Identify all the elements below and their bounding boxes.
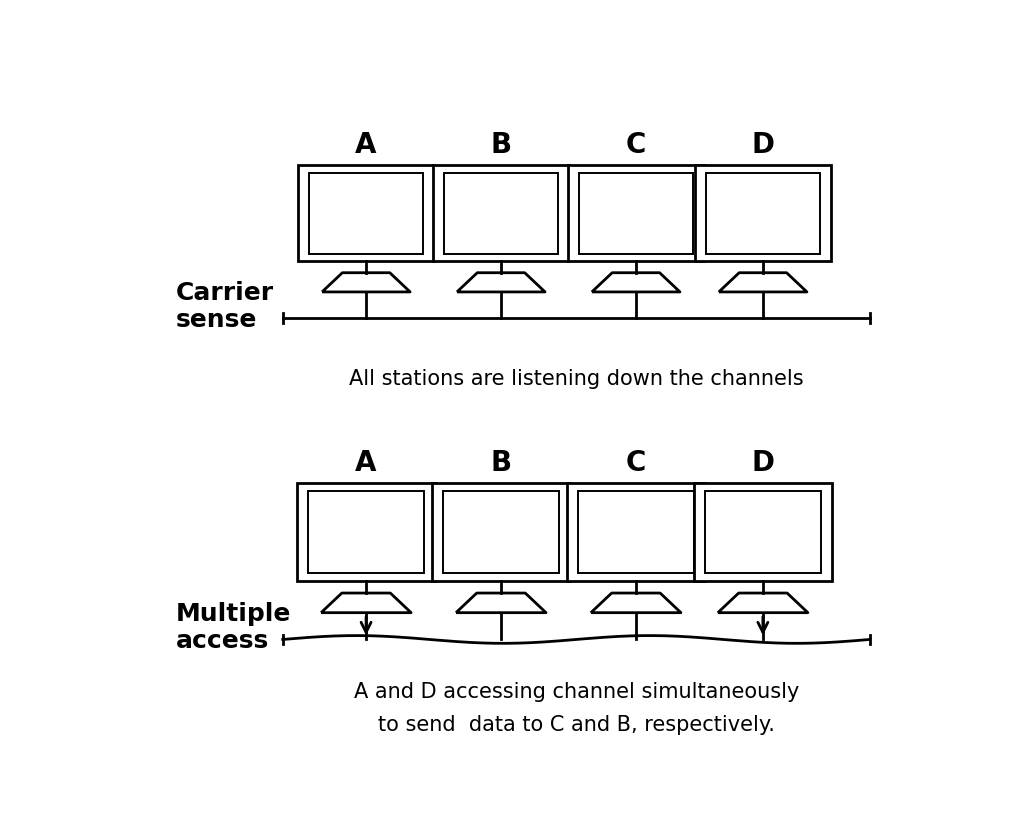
Text: to send  data to C and B, respectively.: to send data to C and B, respectively. — [378, 715, 775, 735]
Bar — [444, 173, 558, 254]
Text: A: A — [355, 449, 377, 477]
Bar — [309, 173, 423, 254]
Text: A and D accessing channel simultaneously: A and D accessing channel simultaneously — [353, 681, 799, 701]
Text: C: C — [626, 449, 646, 477]
Text: All stations are listening down the channels: All stations are listening down the chan… — [349, 370, 804, 389]
Text: Multiple
access: Multiple access — [176, 601, 291, 654]
Text: C: C — [626, 131, 646, 160]
Bar — [442, 491, 559, 574]
Bar — [705, 491, 821, 574]
Text: D: D — [752, 449, 774, 477]
Text: B: B — [490, 131, 512, 160]
Text: A: A — [355, 131, 377, 160]
Bar — [568, 165, 703, 261]
Text: B: B — [490, 449, 512, 477]
Bar — [432, 483, 570, 581]
Text: D: D — [752, 131, 774, 160]
Bar — [298, 165, 434, 261]
Bar — [579, 173, 693, 254]
Bar — [693, 483, 833, 581]
Bar — [578, 491, 694, 574]
Bar — [308, 491, 424, 574]
Text: Carrier
sense: Carrier sense — [176, 281, 273, 333]
Bar — [433, 165, 568, 261]
Bar — [695, 165, 830, 261]
Bar — [706, 173, 820, 254]
Bar — [297, 483, 435, 581]
Bar — [566, 483, 706, 581]
